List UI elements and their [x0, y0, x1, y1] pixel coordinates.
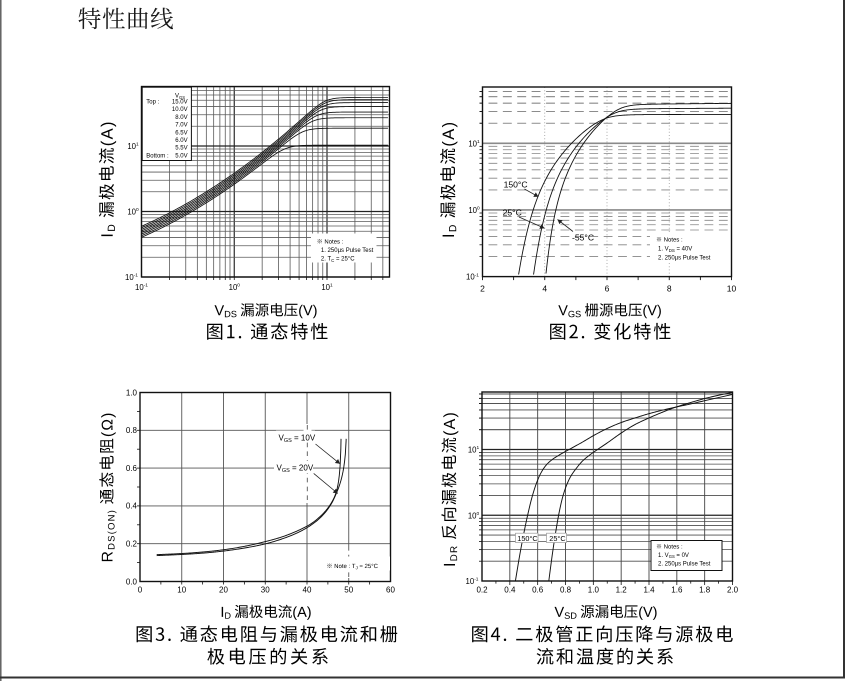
svg-text:0: 0	[138, 586, 143, 595]
svg-text:100: 100	[468, 511, 480, 520]
svg-text:1.0: 1.0	[588, 586, 600, 595]
svg-text:20: 20	[219, 586, 228, 595]
svg-text:60: 60	[386, 586, 395, 595]
svg-text:VGS = 10V: VGS = 10V	[279, 434, 316, 445]
svg-text:4: 4	[542, 284, 547, 294]
svg-text:1.8: 1.8	[699, 586, 711, 595]
svg-text:0.4: 0.4	[504, 586, 516, 595]
svg-text:1. VGS = 0V: 1. VGS = 0V	[658, 553, 689, 559]
svg-text:0.0: 0.0	[126, 577, 138, 586]
svg-text:5.0V: 5.0V	[175, 153, 187, 159]
svg-text:10: 10	[727, 284, 737, 294]
svg-text:8.0V: 8.0V	[175, 115, 187, 121]
svg-text:8: 8	[667, 284, 672, 294]
svg-text:6: 6	[605, 284, 610, 294]
svg-text:10: 10	[177, 586, 186, 595]
svg-text:150°C: 150°C	[517, 534, 537, 543]
svg-text:100: 100	[229, 283, 241, 292]
svg-text:6.0V: 6.0V	[175, 138, 187, 144]
svg-text:2. 250µs Pulse Test: 2. 250µs Pulse Test	[658, 562, 711, 568]
svg-text:VGS = 20V: VGS = 20V	[277, 464, 314, 475]
svg-text:150°C: 150°C	[504, 179, 528, 189]
svg-text:101: 101	[321, 283, 333, 292]
svg-text:10-1: 10-1	[135, 283, 148, 292]
svg-text:Bottom :: Bottom :	[146, 153, 169, 159]
svg-text:-55°C: -55°C	[572, 232, 594, 242]
svg-text:0.8: 0.8	[560, 586, 572, 595]
svg-text:Top :: Top :	[146, 99, 159, 105]
svg-text:2. TC = 25°C: 2. TC = 25°C	[321, 257, 355, 263]
svg-text:25°C: 25°C	[503, 207, 522, 217]
svg-text:1.4: 1.4	[643, 586, 655, 595]
svg-text:10-1: 10-1	[125, 273, 138, 282]
svg-text:30: 30	[261, 586, 270, 595]
svg-text:0.6: 0.6	[126, 464, 138, 473]
svg-text:6.5V: 6.5V	[175, 130, 187, 136]
svg-text:1. 250µs Pulse Test: 1. 250µs Pulse Test	[321, 248, 374, 254]
svg-text:1.2: 1.2	[616, 586, 628, 595]
svg-text:0.6: 0.6	[532, 586, 544, 595]
svg-text:VGS: VGS	[175, 93, 185, 99]
svg-text:50: 50	[344, 586, 353, 595]
svg-text:10-1: 10-1	[466, 577, 479, 586]
svg-text:0.2: 0.2	[476, 586, 488, 595]
svg-text:101: 101	[468, 139, 480, 148]
svg-text:101: 101	[127, 142, 139, 151]
svg-text:0.4: 0.4	[126, 502, 138, 511]
svg-text:1. VDS = 40V: 1. VDS = 40V	[658, 247, 692, 253]
svg-text:2.0: 2.0	[727, 586, 739, 595]
svg-text:1.0: 1.0	[126, 388, 138, 397]
svg-text:0.8: 0.8	[126, 426, 138, 435]
svg-text:7.0V: 7.0V	[175, 123, 187, 129]
svg-text:10-1: 10-1	[466, 272, 479, 281]
svg-text:100: 100	[127, 207, 139, 216]
svg-text:100: 100	[468, 206, 480, 215]
svg-text:1.6: 1.6	[671, 586, 683, 595]
svg-text:25°C: 25°C	[549, 534, 565, 543]
svg-text:2: 2	[480, 284, 485, 294]
svg-text:101: 101	[468, 445, 480, 454]
svg-text:40: 40	[303, 586, 312, 595]
svg-text:2. 250µs Pulse Test: 2. 250µs Pulse Test	[658, 256, 711, 262]
svg-text:0.2: 0.2	[126, 540, 138, 549]
svg-text:5.5V: 5.5V	[175, 146, 187, 152]
svg-text:15.0V: 15.0V	[172, 99, 188, 105]
svg-text:10.0V: 10.0V	[172, 107, 188, 113]
